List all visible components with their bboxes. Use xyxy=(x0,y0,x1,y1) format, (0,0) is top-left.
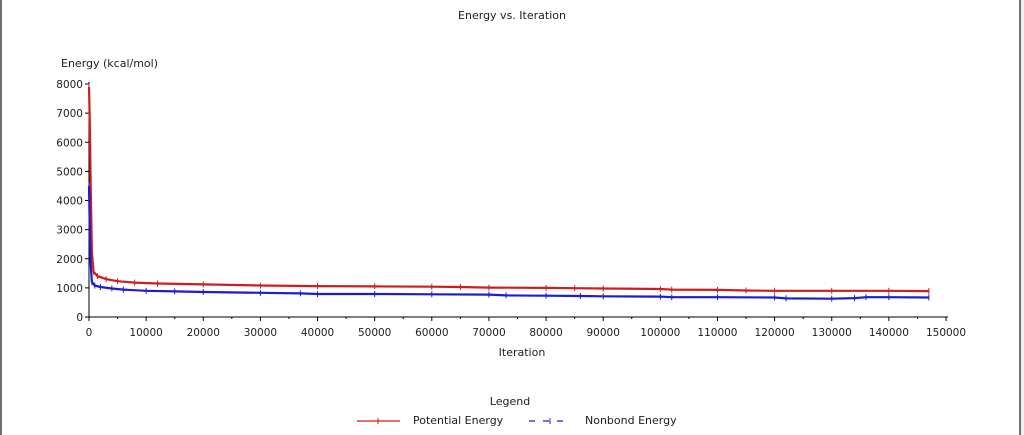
window-frame-right xyxy=(1019,0,1021,435)
y-tick-label: 3000 xyxy=(56,225,83,237)
legend-label-potential-energy: Potential Energy xyxy=(413,414,504,427)
x-tick-label: 80000 xyxy=(529,327,562,339)
x-tick-label: 120000 xyxy=(755,327,795,339)
chart-title: Energy vs. Iteration xyxy=(458,9,566,22)
x-tick-label: 10000 xyxy=(129,327,162,339)
window-frame-right-edge xyxy=(1021,0,1024,435)
y-tick-label: 7000 xyxy=(56,108,83,120)
window-frame-left xyxy=(0,0,2,435)
legend-marks xyxy=(357,418,571,424)
series-line-nonbond-energy xyxy=(87,185,929,300)
y-tick-label: 1000 xyxy=(56,283,83,295)
x-tick-label: 50000 xyxy=(358,327,391,339)
y-tick-label: 4000 xyxy=(56,196,83,208)
x-tick-label: 0 xyxy=(86,327,93,339)
x-tick-label: 110000 xyxy=(697,327,737,339)
x-tick-label: 30000 xyxy=(244,327,277,339)
x-tick-label: 140000 xyxy=(869,327,909,339)
x-tick-label: 130000 xyxy=(812,327,852,339)
y-tick-label: 8000 xyxy=(56,79,83,91)
x-tick-label: 20000 xyxy=(187,327,220,339)
x-tick-label: 150000 xyxy=(926,327,966,339)
legend-title: Legend xyxy=(489,395,531,408)
y-tick-label: 6000 xyxy=(56,137,83,149)
y-axis-label: Energy (kcal/mol) xyxy=(61,57,159,70)
x-tick-label: 40000 xyxy=(301,327,334,339)
series-line-potential-energy xyxy=(87,86,929,293)
x-tick-label: 60000 xyxy=(415,327,448,339)
y-tick-label: 0 xyxy=(76,312,83,324)
x-tick-label: 100000 xyxy=(640,327,680,339)
chart-series-layer xyxy=(87,83,930,302)
x-tick-label: 70000 xyxy=(472,327,505,339)
legend-label-nonbond-energy: Nonbond Energy xyxy=(585,414,677,427)
x-axis-label: Iteration xyxy=(498,346,546,359)
y-tick-label: 5000 xyxy=(56,166,83,178)
y-tick-label: 2000 xyxy=(56,254,83,266)
x-tick-label: 90000 xyxy=(586,327,619,339)
